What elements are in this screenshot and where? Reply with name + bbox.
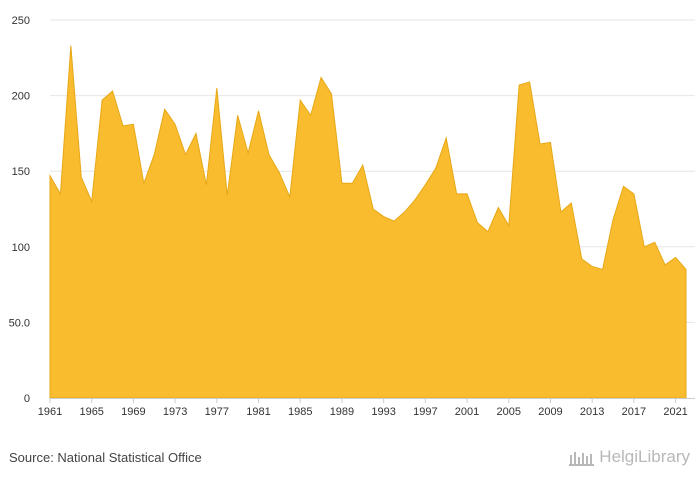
y-tick-label: 50.0 <box>9 317 30 329</box>
x-tick-label: 1993 <box>371 406 395 418</box>
source-note: Source: National Statistical Office <box>9 450 202 465</box>
y-tick-label: 150 <box>12 166 30 178</box>
x-tick-label: 2017 <box>622 406 646 418</box>
x-tick-label: 2021 <box>663 406 687 418</box>
y-tick-label: 250 <box>12 15 30 27</box>
x-tick-label: 2009 <box>538 406 562 418</box>
y-tick-label: 100 <box>12 242 30 254</box>
x-tick-label: 2005 <box>497 406 521 418</box>
brand-logo: HelgiLibrary <box>569 447 690 467</box>
area-series <box>49 45 687 399</box>
x-tick-label: 1989 <box>330 406 354 418</box>
axes <box>49 398 695 403</box>
x-tick-label: 1981 <box>246 406 270 418</box>
x-tick-label: 1961 <box>38 406 62 418</box>
brand-name: HelgiLibrary <box>599 447 690 466</box>
x-tick-label: 1973 <box>163 406 187 418</box>
x-tick-label: 1965 <box>79 406 103 418</box>
x-tick-label: 2001 <box>455 406 479 418</box>
x-tick-label: 1969 <box>121 406 145 418</box>
x-tick-label: 1977 <box>205 406 229 418</box>
x-tick-label: 1985 <box>288 406 312 418</box>
area-fill <box>49 45 687 399</box>
y-tick-label: 0 <box>24 393 30 405</box>
y-axis-tick-labels: 0 50.0 100 150 200 250 <box>9 15 30 405</box>
y-tick-label: 200 <box>12 91 30 103</box>
x-tick-label: 2013 <box>580 406 604 418</box>
x-axis-tick-labels: 1961 1965 1969 1973 1977 1981 1985 1989 1993 1997… <box>38 406 688 418</box>
library-icon <box>569 452 595 466</box>
x-tick-label: 1997 <box>413 406 437 418</box>
